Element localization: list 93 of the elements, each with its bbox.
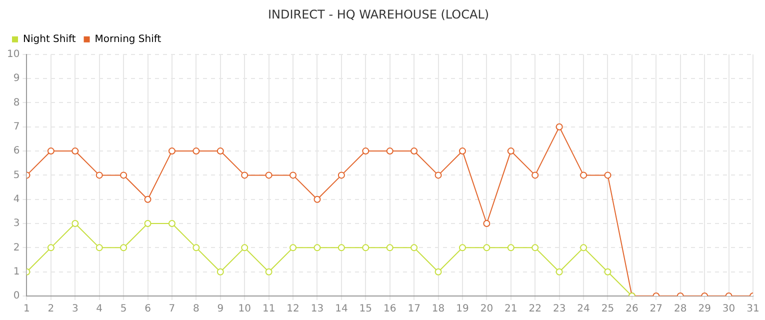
- x-tick-label: 2: [48, 304, 54, 315]
- x-tick-label: 18: [432, 304, 445, 315]
- x-tick-label: 24: [577, 304, 590, 315]
- point: [556, 123, 563, 130]
- point: [314, 244, 321, 252]
- x-tick-label: 27: [650, 304, 663, 315]
- point: [290, 172, 297, 179]
- point: [386, 148, 394, 155]
- x-tick-label: 12: [286, 304, 300, 315]
- y-tick-label: 2: [13, 242, 20, 254]
- point: [458, 244, 466, 252]
- point: [144, 196, 152, 203]
- point: [216, 268, 224, 276]
- x-tick-label: 11: [262, 304, 276, 315]
- y-tick-label: 7: [13, 121, 20, 132]
- point: [72, 220, 79, 228]
- y-tick-label: 9: [13, 73, 20, 84]
- point: [604, 172, 612, 179]
- point: [241, 172, 248, 179]
- x-tick-label: 7: [168, 304, 176, 315]
- point: [556, 268, 563, 276]
- y-tick-label: 3: [13, 218, 20, 230]
- y-tick-label: 4: [13, 194, 20, 205]
- point: [168, 220, 176, 228]
- point: [120, 172, 128, 179]
- point: [47, 148, 54, 155]
- legend-label: Morning Shift: [94, 34, 162, 45]
- point: [216, 148, 224, 155]
- x-tick-label: 23: [552, 304, 566, 315]
- point: [458, 148, 466, 155]
- point: [144, 220, 152, 228]
- point: [532, 172, 539, 179]
- x-tick-label: 25: [601, 304, 614, 315]
- point: [338, 172, 345, 179]
- x-tick-label: 22: [528, 304, 542, 315]
- x-tick-label: 10: [238, 304, 251, 315]
- x-tick-label: 14: [335, 304, 348, 315]
- point: [410, 244, 418, 252]
- x-tick-label: 16: [383, 304, 396, 315]
- point: [362, 148, 370, 155]
- x-tick-label: 3: [72, 304, 78, 315]
- x-tick-label: 1: [24, 304, 30, 315]
- x-tick-label: 5: [120, 304, 127, 315]
- point: [338, 244, 345, 252]
- point: [265, 172, 272, 179]
- point: [72, 148, 79, 155]
- x-tick-label: 4: [96, 304, 103, 315]
- point: [96, 244, 103, 252]
- point: [507, 148, 514, 155]
- legend-label: Night Shift: [23, 34, 76, 45]
- point: [120, 244, 128, 252]
- point: [241, 244, 248, 252]
- point: [483, 244, 490, 252]
- point: [604, 268, 612, 276]
- x-tick-label: 20: [480, 304, 494, 315]
- point: [434, 172, 442, 179]
- point: [192, 148, 200, 155]
- point: [386, 244, 394, 252]
- x-tick-label: 13: [310, 304, 324, 315]
- point: [434, 268, 442, 276]
- x-tick-label: 29: [698, 304, 711, 315]
- y-tick-label: 10: [6, 48, 20, 60]
- point: [192, 244, 200, 252]
- x-tick-label: 21: [504, 304, 518, 315]
- x-tick-label: 9: [217, 304, 224, 315]
- y-tick-label: 5: [13, 170, 20, 181]
- point: [580, 244, 588, 252]
- point: [314, 196, 321, 203]
- point: [362, 244, 370, 252]
- x-tick-label: 8: [193, 304, 200, 315]
- y-tick-label: 0: [13, 290, 20, 302]
- y-tick-label: 8: [13, 97, 20, 108]
- point: [580, 172, 588, 179]
- y-tick-label: 1: [13, 266, 20, 278]
- point: [265, 268, 272, 276]
- x-tick-label: 6: [144, 304, 151, 315]
- point: [47, 244, 54, 252]
- x-tick-label: 15: [359, 304, 372, 315]
- y-tick-label: 6: [13, 146, 20, 157]
- point: [96, 172, 103, 179]
- point: [507, 244, 514, 252]
- chart-title: INDIRECT - HQ WAREHOUSE (LOCAL): [268, 7, 490, 22]
- point: [410, 148, 418, 155]
- point: [483, 220, 490, 228]
- x-tick-label: 17: [408, 304, 420, 315]
- x-tick-label: 26: [626, 304, 638, 315]
- x-tick-label: 19: [456, 304, 469, 315]
- x-tick-label: 31: [746, 304, 760, 315]
- point: [290, 244, 297, 252]
- point: [532, 244, 539, 252]
- x-tick-label: 28: [674, 304, 687, 315]
- point: [168, 148, 176, 155]
- x-tick-label: 30: [722, 304, 736, 315]
